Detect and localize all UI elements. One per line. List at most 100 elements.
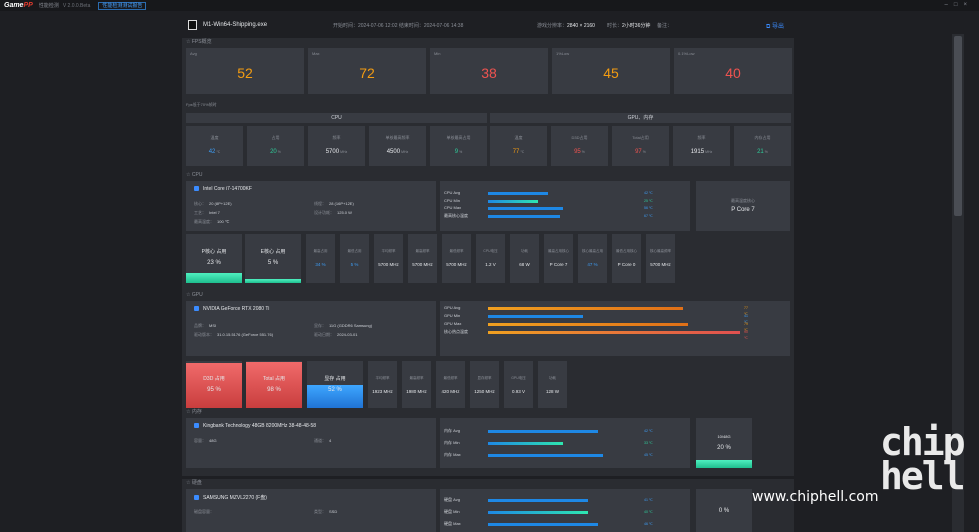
p-core-value: 23 % — [207, 260, 221, 266]
gpu-stat-4: 内存占用 21% — [734, 126, 791, 166]
gpu-bar-label: 核心热点温度 — [444, 329, 468, 334]
gpu-stat-value: 77℃ — [512, 149, 525, 155]
cpu-stat-2: 频率 5700MHz — [308, 126, 365, 166]
cpu-info-1: 线程： 28 (16P+12E) — [314, 201, 354, 206]
disk-name: SAMSUNG MZVL2270 (F盘) — [194, 494, 267, 501]
fps-card-4: 0.1%Low 40 — [674, 48, 792, 94]
disk-bar — [488, 511, 588, 514]
gpu-small-stat-label: 平均频率 — [375, 376, 390, 380]
app-subtitle: 性能检测 — [38, 3, 59, 9]
cpu-small-stat-value: 68 W — [519, 262, 530, 267]
gpu-small-stat-3: 显存频率 1250 MHz — [470, 361, 499, 410]
disk-bar — [488, 523, 598, 526]
gpu-stat-2: Total占用 97% — [612, 126, 669, 166]
memory-info-card: Kingbank Technology 48GB 8200MHz 38-48-4… — [186, 418, 436, 468]
cpu-small-stat-label: 平均频率 — [381, 249, 396, 253]
cpu-bar — [488, 199, 538, 203]
gpu-info-3: 驱动日期： 2024-03-01 — [314, 332, 358, 337]
memory-bar-row-2: 内存 Max 45 ℃ — [444, 452, 686, 458]
gpu-bar-value: 77 ℃ — [744, 306, 748, 316]
disk-bar-value: 41 ℃ — [644, 498, 653, 502]
gpu-stat-0: 温度 77℃ — [490, 126, 547, 166]
gpu-stat-value: 97% — [635, 149, 646, 155]
fps-card-value: 52 — [237, 65, 253, 81]
disk-bar-row-2: 硬盘 Max 46 ℃ — [444, 521, 686, 527]
p-core-label: P核心 占用 — [201, 249, 227, 255]
fps-card-label: 0.1%Low — [678, 51, 695, 56]
cpu-bar-label: 最高核心温度 — [444, 212, 468, 218]
gpu-info-card: NVIDIA GeForce RTX 2080 Ti 品牌： MSI 显存： 11G … — [186, 301, 436, 356]
disk-info-card: SAMSUNG MZVL2270 (F盘) 磁盘容量： 类型： SSD — [186, 489, 436, 532]
gpu-bar-value: 90 ℃ — [744, 330, 748, 340]
disk-temp-bars: 硬盘 Avg 41 ℃ 硬盘 Min 40 ℃ 硬盘 Max 46 ℃ — [440, 489, 690, 532]
fps-card-label: Min — [434, 51, 441, 56]
memory-bar-value: 45 ℃ — [644, 453, 653, 457]
memory-usage-card: 10/48G 20 % — [696, 418, 752, 468]
cpu-stat-4: 单核最高占用 9% — [430, 126, 487, 166]
p-core-fill — [186, 273, 242, 283]
promo-badge[interactable]: 性能检测测试报告 — [98, 1, 147, 10]
resolution: 游戏分辨率：2840 × 2160 — [537, 22, 595, 29]
gpu-small-stat-value: 0.93 V — [511, 389, 525, 394]
scrollbar[interactable] — [952, 34, 964, 532]
gpu-info-1: 显存： 11G (GDDR6 Samsung) — [314, 323, 373, 328]
gpu-bar-value: 79 ℃ — [744, 322, 748, 332]
cpu-name: Intel Core i7-14700KF — [194, 186, 252, 192]
cpu-subheader: CPU — [186, 113, 487, 123]
d3d-fill — [186, 363, 242, 410]
cpu-bar-value: 25 ℃ — [644, 198, 653, 203]
cpu-stat-label: 单核最高频率 — [385, 135, 410, 140]
title-bar: GamePP 性能检测 V 2.0.0.Beta 性能检测测试报告 –□× — [0, 0, 979, 11]
cpu-section: ☆ CPU Intel Core i7-14700KF 核心： 20 (8P+12… — [182, 171, 794, 296]
export-button[interactable]: ⧉ 导出 — [766, 24, 784, 30]
gpu-small-stat-0: 平均频率 1923 MHz — [368, 361, 397, 410]
cpu-small-stat-label: CPU电压 — [483, 249, 498, 253]
gpu-stat-value: 95% — [574, 149, 585, 155]
cpu-stat-1: 占用 20% — [247, 126, 304, 166]
cpu-bar-row-1: CPU Min 25 ℃ — [444, 198, 686, 204]
thread-title: Fps低于70%帧时 — [186, 102, 217, 107]
cpu-small-stat-10: 核心最高频率 5700 MHz — [646, 234, 675, 283]
disk-title: ☆ 硬盘 — [186, 480, 202, 486]
cpu-small-stat-1: 最低占用 5 % — [340, 234, 369, 283]
gpu-stat-value: 1915MHz — [690, 149, 713, 155]
memory-title: ☆ 内存 — [186, 409, 202, 415]
cpu-small-stat-value: P Core 0 — [617, 262, 636, 267]
gpu-small-stat-label: 最低频率 — [443, 376, 458, 380]
scrollbar-thumb[interactable] — [954, 36, 962, 216]
vram-fill — [307, 385, 363, 410]
cpu-stat-value: 20% — [270, 149, 281, 155]
cpu-stat-value: 4500MHz — [386, 149, 409, 155]
cpu-small-stat-value: 5700 MHz — [650, 262, 671, 267]
cpu-stat-value: 9% — [454, 149, 463, 155]
gpu-bar-label: GPU Avg — [444, 305, 461, 310]
total-fill — [246, 362, 302, 410]
gpu-small-stat-value: 1250 MHz — [474, 389, 495, 394]
gpu-stat-label: 温度 — [514, 135, 523, 140]
d3d-gauge: D3D 占用 95 % — [186, 361, 242, 410]
gpu-icon — [194, 306, 199, 311]
duration: 时长：2小时36分钟 — [607, 22, 651, 29]
gpu-bar — [488, 323, 688, 326]
fps-card-value: 38 — [481, 65, 497, 81]
cpu-small-stat-8: 核心最高占用 47 % — [578, 234, 607, 283]
cpu-small-stat-value: 5700 MHz — [412, 262, 433, 267]
gpu-info-0: 品牌： MSI — [194, 323, 217, 328]
disk-bar-label: 硬盘 Min — [444, 509, 460, 514]
cpu-small-stat-value: 5 % — [350, 262, 359, 267]
gpu-stat-label: D3D占用 — [571, 135, 588, 140]
cpu-icon — [194, 186, 199, 191]
cpu-info-3: 设计功耗： 125.0 W — [314, 210, 352, 215]
app-logo: GamePP — [4, 2, 33, 9]
disk-bar-row-1: 硬盘 Min 40 ℃ — [444, 509, 686, 515]
memory-bar-label: 内存 Avg — [444, 428, 460, 433]
memory-temp-bars: 内存 Avg 42 ℃ 内存 Min 33 ℃ 内存 Max 45 ℃ — [440, 418, 690, 468]
cpu-info-card: Intel Core i7-14700KF 核心： 20 (8P+12E) 线程： 2… — [186, 181, 436, 231]
gpu-bar-row-0: GPU Avg 77 ℃ — [444, 305, 748, 316]
vram-label: 显存 占用 — [324, 376, 346, 382]
gpu-small-stat-value: 128 W — [545, 389, 559, 394]
report-header: M1-Win64-Shipping.exe 开始时间：2024-07-06 12… — [182, 13, 794, 37]
total-value: 98 % — [267, 387, 281, 393]
window-controls[interactable]: –□× — [944, 2, 973, 8]
cpu-bar-label: CPU Min — [444, 197, 461, 203]
